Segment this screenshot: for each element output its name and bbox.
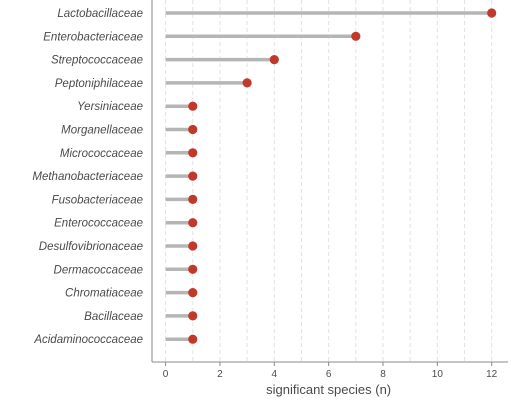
- lollipop-point: [242, 78, 252, 88]
- category-label: Bacillaceae: [84, 311, 143, 323]
- lollipop-point: [188, 171, 198, 181]
- x-tick-label: 2: [217, 369, 223, 380]
- lollipop-point: [188, 101, 198, 111]
- lollipop-point: [188, 311, 198, 321]
- x-tick-label: 12: [486, 369, 498, 380]
- lollipop-point: [188, 218, 198, 228]
- x-tick-label: 6: [326, 369, 332, 380]
- x-axis-title: significant species (n): [266, 382, 391, 397]
- category-label: Yersiniaceae: [77, 101, 143, 113]
- category-label: Fusobacteriaceae: [52, 194, 143, 206]
- x-tick-label: 8: [380, 369, 386, 380]
- x-tick-label: 0: [163, 369, 169, 380]
- lollipop-point: [351, 31, 361, 41]
- category-label: Dermacoccaceae: [54, 264, 143, 276]
- lollipop-point: [188, 241, 198, 251]
- category-label: Morganellaceae: [61, 125, 143, 137]
- x-tick-label: 10: [432, 369, 444, 380]
- grid-lines: [165, 0, 493, 362]
- lollipop-point: [269, 55, 279, 65]
- category-label: Lactobacillaceae: [57, 8, 143, 20]
- category-label: Streptococcaceae: [51, 55, 143, 67]
- category-label: Enterobacteriaceae: [43, 31, 143, 43]
- category-label: Enterococcaceae: [54, 218, 143, 230]
- x-tick-label: 4: [272, 369, 278, 380]
- x-axis: [151, 0, 508, 366]
- x-tick-labels: 0 2 4 6 8 10 12: [163, 369, 498, 380]
- category-label: Micrococcaceae: [60, 148, 143, 160]
- lollipop-point: [188, 334, 198, 344]
- lollipop-point: [487, 8, 497, 18]
- lollipop-point: [188, 264, 198, 274]
- lollipop-point: [188, 124, 198, 135]
- lollipop-point: [188, 288, 198, 298]
- category-label: Peptoniphilaceae: [55, 78, 143, 90]
- category-label: Acidaminococcaceae: [33, 334, 143, 346]
- category-label: Chromatiaceae: [65, 288, 143, 300]
- category-label: Desulfovibrionaceae: [39, 241, 143, 253]
- lollipop-point: [188, 194, 198, 204]
- lollipop-point: [188, 148, 198, 158]
- category-labels: Lactobacillaceae Enterobacteriaceae Strept…: [32, 8, 143, 346]
- lollipop-points: [188, 8, 497, 344]
- category-label: Methanobacteriaceae: [32, 171, 143, 183]
